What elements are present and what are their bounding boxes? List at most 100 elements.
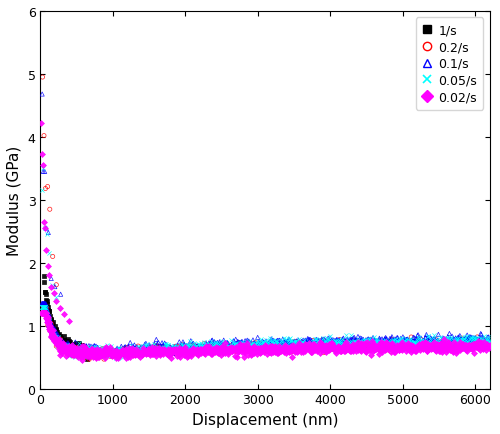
Point <box>426 340 434 347</box>
Point <box>466 335 474 342</box>
Point <box>356 347 364 354</box>
Point <box>171 345 179 352</box>
Point <box>469 336 477 343</box>
Point <box>424 341 432 348</box>
Point <box>66 348 74 355</box>
Point <box>336 338 344 345</box>
Point <box>430 339 438 346</box>
Point <box>66 345 74 352</box>
Point <box>94 346 102 353</box>
Point <box>443 347 451 354</box>
Point <box>66 317 74 324</box>
Point <box>58 346 66 353</box>
Point <box>82 347 90 354</box>
Point <box>470 335 478 342</box>
Point <box>160 340 168 347</box>
Point <box>200 350 208 357</box>
Point <box>346 339 354 346</box>
Point <box>310 340 318 347</box>
Point <box>70 349 78 356</box>
Point <box>480 340 488 347</box>
Point <box>80 344 88 351</box>
Point <box>454 345 462 352</box>
Point <box>158 348 166 355</box>
Point <box>282 340 290 347</box>
Point <box>100 352 108 359</box>
Point <box>48 317 56 324</box>
Point <box>46 322 54 329</box>
Point <box>325 340 333 347</box>
Point <box>305 345 313 352</box>
Point <box>40 310 48 317</box>
Point <box>468 339 476 346</box>
Point <box>158 346 166 353</box>
Point <box>307 340 315 347</box>
Point <box>260 340 268 347</box>
Point <box>63 344 71 351</box>
Point <box>157 347 165 354</box>
Point <box>178 346 186 353</box>
Point <box>308 344 316 351</box>
Point <box>410 335 418 342</box>
Point <box>374 344 382 351</box>
Point <box>56 340 64 347</box>
Point <box>61 342 69 349</box>
Point <box>140 347 147 354</box>
Point <box>90 353 98 360</box>
Point <box>166 351 174 358</box>
Point <box>238 345 246 352</box>
Point <box>208 337 216 344</box>
Point <box>147 346 155 353</box>
Point <box>62 346 70 353</box>
Point <box>192 350 200 357</box>
Point <box>178 349 186 355</box>
Point <box>450 336 458 343</box>
Point <box>301 337 309 344</box>
Point <box>210 342 218 349</box>
Point <box>300 339 308 346</box>
Point <box>94 353 102 360</box>
Point <box>174 347 182 354</box>
Point <box>94 348 102 355</box>
Point <box>194 351 202 358</box>
Point <box>192 350 200 357</box>
Point <box>325 336 333 343</box>
Point <box>252 339 260 345</box>
Point <box>130 349 138 356</box>
Point <box>288 340 296 347</box>
Point <box>418 340 426 347</box>
Point <box>362 338 370 345</box>
Point <box>402 342 409 349</box>
Point <box>174 344 182 351</box>
Point <box>234 348 242 355</box>
Point <box>201 344 209 351</box>
Point <box>376 342 384 349</box>
Point <box>357 342 365 349</box>
Point <box>420 339 428 346</box>
Point <box>441 337 449 344</box>
Point <box>68 344 76 351</box>
Point <box>428 340 436 347</box>
Point <box>237 342 245 349</box>
Point <box>476 344 484 351</box>
Point <box>274 345 281 352</box>
Point <box>186 348 194 355</box>
Point <box>282 343 290 350</box>
Point <box>268 342 276 349</box>
Point <box>176 353 184 360</box>
Point <box>226 342 234 349</box>
Point <box>84 349 92 356</box>
Point <box>126 351 134 358</box>
Point <box>464 348 471 355</box>
Point <box>272 345 280 352</box>
Point <box>474 336 482 343</box>
Point <box>274 342 282 349</box>
Point <box>196 343 204 350</box>
Point <box>156 347 164 354</box>
Point <box>90 349 98 355</box>
Point <box>204 347 212 354</box>
Point <box>223 345 231 352</box>
Point <box>77 353 85 360</box>
Point <box>174 347 182 354</box>
Point <box>153 345 161 352</box>
